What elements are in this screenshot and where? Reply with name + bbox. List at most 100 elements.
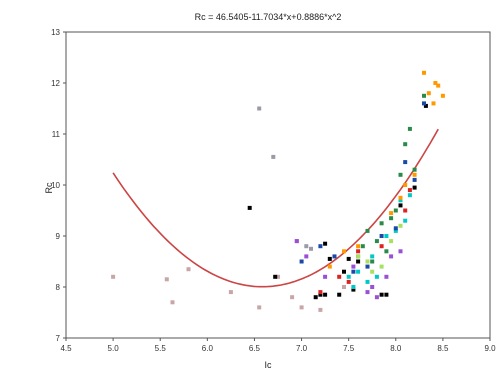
data-point [393,226,398,231]
data-point [379,221,384,226]
data-point [398,172,403,177]
data-point [351,285,356,289]
data-point [379,264,384,269]
data-point [164,277,169,282]
data-point [356,249,361,254]
x-axis-label: Ic [264,360,272,370]
data-point [423,103,428,108]
x-tick-label: 5.5 [155,344,167,353]
data-point [440,93,445,98]
data-point [403,142,408,147]
data-point [323,292,328,297]
data-point [374,295,379,300]
data-point [273,274,278,279]
plot-area [65,31,491,339]
x-tick-label: 6.5 [249,344,261,353]
data-point [318,244,323,249]
data-point [327,256,332,261]
data-point [351,264,356,269]
data-point [356,254,361,259]
data-point [304,244,309,249]
data-point [299,259,304,264]
data-point [304,254,309,259]
data-point [436,83,441,88]
data-point [346,256,351,261]
x-tick-label: 9.0 [484,344,496,353]
data-point [337,292,342,297]
data-point [318,307,323,312]
data-point [257,106,262,111]
data-point [365,259,370,264]
data-point [412,177,417,182]
data-point [422,70,426,75]
data-point [393,208,398,213]
data-point [370,285,375,289]
data-point [360,244,365,249]
data-point [370,269,375,274]
data-point [228,290,233,295]
data-point [412,172,417,177]
data-point [389,216,394,221]
x-tick-label: 8.0 [390,344,402,353]
data-point [403,183,408,187]
data-point [276,274,280,279]
data-point [356,269,361,274]
data-point [403,160,408,165]
data-point [342,269,346,274]
data-point [351,287,356,292]
data-point [374,274,379,279]
data-point [346,279,351,284]
data-point [342,285,346,289]
x-tick-label: 4.5 [60,344,72,353]
data-point [346,274,351,279]
data-point [431,101,436,106]
y-tick-label: 8 [56,283,61,292]
data-point [379,234,384,238]
data-point [398,249,403,254]
data-point [257,305,262,310]
data-point [337,274,342,279]
data-point [433,81,438,85]
data-point [365,279,370,284]
data-point [323,274,328,279]
data-point [356,259,361,264]
data-point [365,290,370,295]
data-point [186,267,191,272]
data-point [412,167,417,172]
fit-curve [112,128,439,288]
data-point [365,228,370,233]
data-point [313,295,318,300]
x-tick-label: 8.5 [437,344,449,353]
data-point [384,249,389,254]
data-point [379,244,384,249]
data-point [407,188,412,193]
data-points [111,70,445,312]
data-point [389,254,394,259]
data-point [351,269,356,274]
data-point [426,91,431,96]
data-point [309,246,313,251]
data-point [407,126,412,131]
data-point [318,290,323,295]
data-point [422,101,426,106]
data-point [290,295,295,300]
data-point [389,239,394,244]
y-tick-label: 7 [56,334,61,343]
x-tick-label: 7.5 [343,344,355,353]
data-point [271,154,276,159]
data-point [403,218,408,223]
data-point [384,292,389,297]
data-point [398,195,403,200]
data-point [111,274,116,279]
y-axis-label: Rc [44,182,54,193]
data-point [318,292,323,297]
y-tick-label: 10 [51,181,60,190]
y-tick-label: 9 [56,232,61,241]
data-point [379,292,384,297]
data-point [403,208,408,213]
data-point [398,203,403,208]
data-point [294,239,299,244]
data-point [412,185,417,190]
data-point [398,223,403,228]
data-point [356,244,361,249]
